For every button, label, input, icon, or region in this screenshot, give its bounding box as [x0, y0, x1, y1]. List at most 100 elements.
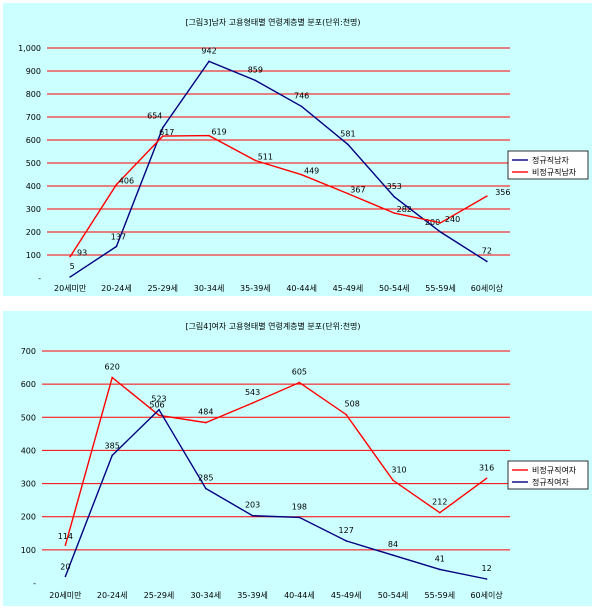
data-point	[158, 414, 160, 417]
data-label: 12	[482, 564, 492, 573]
x-tick-label: 20-24세	[101, 284, 132, 293]
data-label: 385	[105, 441, 120, 450]
data-label: 316	[479, 463, 494, 472]
series-line-blue	[69, 60, 488, 278]
data-point	[345, 413, 348, 416]
data-label: 5	[70, 262, 75, 271]
data-point	[486, 195, 488, 197]
x-tick-label: 40-44세	[286, 284, 317, 293]
data-point	[347, 143, 349, 146]
data-label: 620	[105, 363, 120, 372]
data-point	[439, 511, 441, 514]
legend-box	[507, 460, 589, 490]
x-tick-label: 25-29세	[147, 284, 178, 293]
data-point	[254, 159, 257, 162]
data-label: 93	[77, 249, 87, 258]
data-point	[205, 421, 207, 424]
legend-label: 정규직남자	[532, 155, 569, 165]
legend-label: 비정규직남자	[532, 167, 577, 177]
data-point	[158, 408, 160, 411]
data-point	[345, 540, 348, 542]
data-point	[393, 196, 396, 198]
data-label: 127	[339, 526, 354, 535]
x-tick-label: 50-54세	[379, 284, 410, 293]
x-tick-label: 60세이상	[470, 590, 503, 600]
data-point	[439, 568, 441, 571]
y-tick-label: 600	[26, 136, 41, 145]
data-label: 617	[159, 128, 174, 137]
data-label: 137	[111, 232, 126, 241]
x-tick-label: 40-44세	[284, 591, 315, 600]
y-tick-label: -	[33, 579, 36, 588]
data-label: 449	[304, 167, 319, 176]
data-point	[300, 105, 303, 108]
data-label: 353	[387, 182, 402, 191]
data-label: 41	[435, 554, 445, 563]
data-label: 942	[201, 46, 216, 55]
y-tick-label: 700	[21, 347, 36, 356]
data-point	[251, 514, 254, 517]
data-point	[115, 245, 118, 248]
data-label: 198	[292, 502, 307, 511]
data-point	[69, 255, 71, 258]
data-label: 114	[58, 532, 73, 541]
x-tick-label: 55-59세	[424, 591, 455, 600]
chart-title: [그림4]여자 고용형태별 연령계층별 분포(단위:천명)	[185, 321, 360, 331]
data-label: 508	[345, 400, 360, 409]
y-tick-label: 500	[26, 159, 41, 168]
data-point	[486, 260, 488, 263]
data-label: 581	[340, 129, 355, 138]
data-label: 367	[350, 186, 365, 195]
chart-female-svg: [그림4]여자 고용형태별 연령계층별 분포(단위:천명) - 100 200 300 4…	[21, 321, 589, 600]
x-tick-label: 45-49세	[333, 284, 364, 293]
data-point	[298, 381, 301, 384]
data-label: 200	[425, 218, 440, 227]
y-tick-label: 500	[21, 413, 36, 422]
data-label: 20	[60, 562, 70, 571]
data-point	[298, 516, 301, 519]
data-point	[111, 454, 113, 457]
legend-label: 정규직여자	[532, 477, 569, 487]
y-tick-label: 1,000	[18, 44, 41, 53]
data-label: 282	[397, 205, 412, 214]
x-tick-label: 35-39세	[237, 591, 268, 600]
data-point	[392, 479, 394, 482]
data-point	[64, 544, 67, 547]
data-label: 654	[147, 112, 162, 121]
data-point	[392, 554, 394, 556]
data-point	[64, 575, 67, 578]
y-tick-label: 100	[21, 546, 36, 555]
x-tick-label: 30-34세	[190, 591, 221, 600]
x-tick-label: 25-29세	[144, 591, 175, 600]
data-label: 84	[388, 540, 398, 549]
legend-box	[507, 150, 589, 180]
data-label: 484	[198, 408, 213, 417]
x-tick-label: 50-54세	[378, 591, 409, 600]
x-tick-label: 45-49세	[331, 591, 362, 600]
data-point	[115, 183, 118, 186]
y-tick-label: 900	[26, 67, 41, 76]
chart-title: [그림3]남자 고용형태별 연령계층별 분포(단위:천명)	[185, 17, 360, 27]
data-point	[485, 477, 488, 480]
y-tick-label: 200	[26, 228, 41, 237]
chart-male-svg: [그림3]남자 고용형태별 연령계층별 분포(단위:천명) - 100 200 300 4…	[18, 17, 589, 293]
data-label: 543	[245, 388, 260, 397]
data-label: 605	[292, 367, 307, 376]
data-label: 310	[391, 465, 406, 474]
data-point	[111, 376, 113, 379]
legend-label: 비정규직여자	[532, 465, 577, 475]
data-label: 212	[432, 498, 447, 507]
series-line-red	[69, 134, 488, 257]
data-label: 285	[198, 474, 213, 483]
data-point	[251, 402, 254, 404]
data-point	[485, 578, 488, 580]
data-label: 523	[151, 395, 166, 404]
data-point	[439, 222, 442, 224]
x-tick-label: 20세미만	[54, 284, 87, 293]
data-point	[393, 212, 396, 214]
data-point	[69, 276, 71, 278]
y-tick-label: 800	[26, 90, 41, 99]
x-tick-label: 55-59세	[425, 284, 456, 293]
data-point	[161, 135, 164, 137]
data-point	[254, 79, 257, 82]
